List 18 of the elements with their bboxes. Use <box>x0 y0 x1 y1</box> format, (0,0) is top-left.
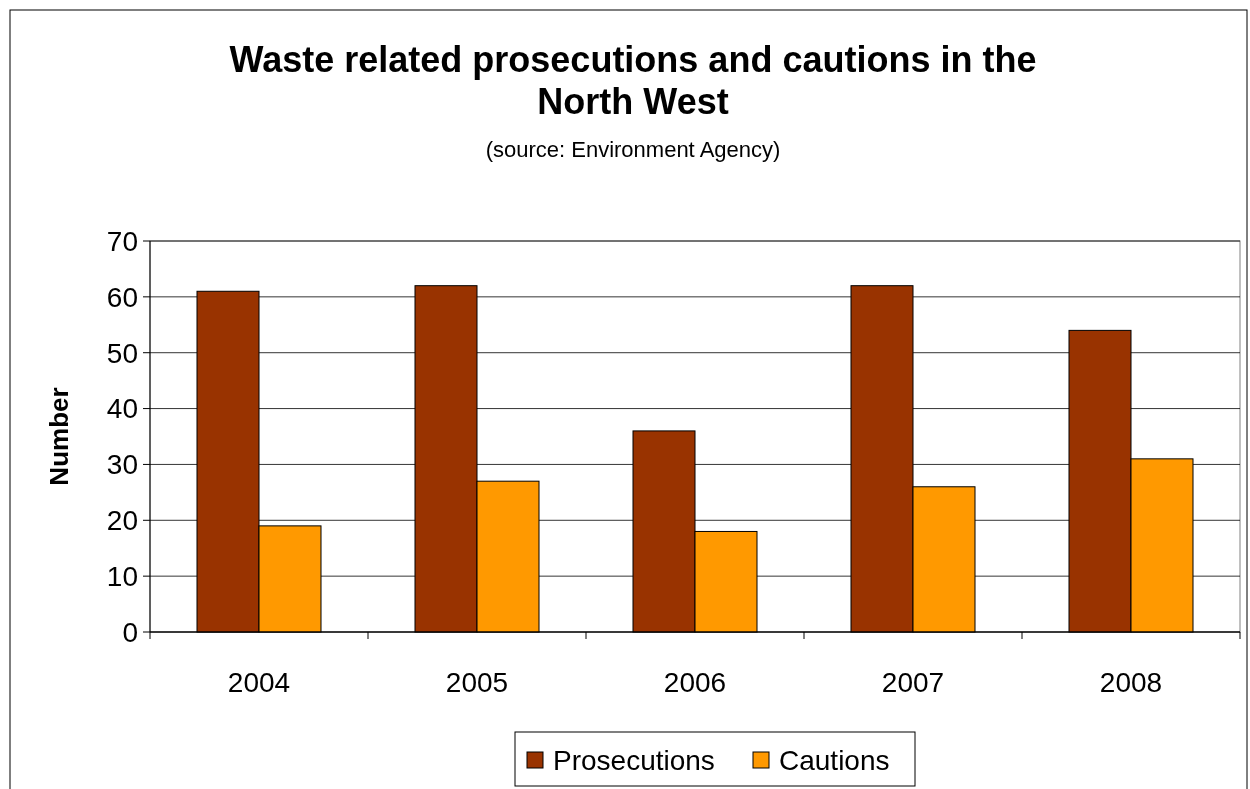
y-tick-label: 60 <box>106 281 138 313</box>
y-tick-label: 40 <box>106 393 138 425</box>
x-tick-label: 2006 <box>663 667 727 698</box>
y-tick-label: 70 <box>106 225 138 257</box>
y-axis-title: Number <box>44 387 74 486</box>
y-tick-label: 20 <box>106 505 138 537</box>
y-tick-label: 50 <box>106 337 138 369</box>
legend-label: Prosecutions <box>553 744 715 776</box>
y-tick-label: 0 <box>122 616 138 648</box>
legend-label: Cautions <box>779 744 890 776</box>
chart-subtitle: (source: Environment Agency) <box>485 137 781 162</box>
x-tick-label: 2004 <box>227 667 291 698</box>
chart-title: Waste related prosecutions and cautions in the North West <box>229 39 1037 122</box>
y-tick-label: 10 <box>106 560 138 592</box>
x-tick-label: 2005 <box>445 667 509 698</box>
x-tick-label: 2007 <box>881 667 945 698</box>
y-tick-label: 30 <box>106 449 138 481</box>
x-tick-label: 2008 <box>1099 667 1163 698</box>
